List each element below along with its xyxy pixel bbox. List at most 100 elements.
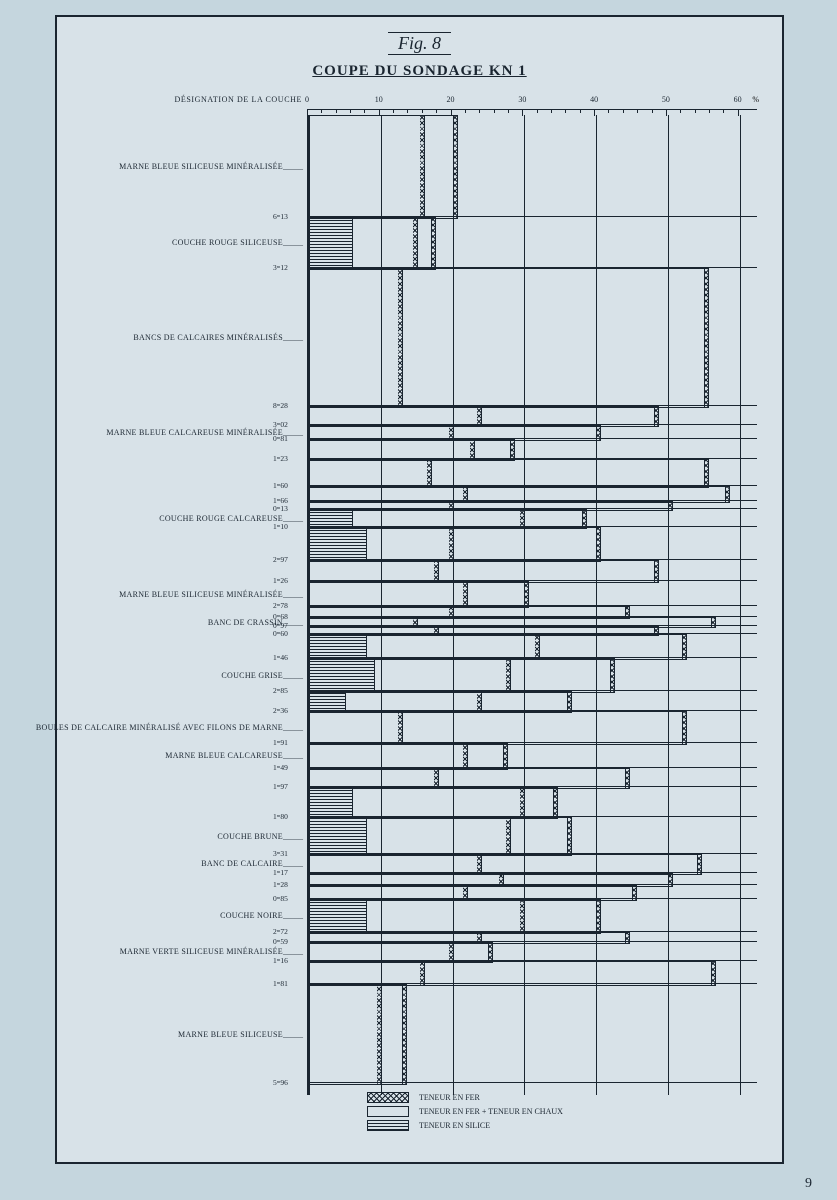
- bar-ferchaux: [309, 711, 683, 745]
- depth-label: 3ᵐ31: [273, 849, 288, 858]
- bar-edge-hatch: [503, 743, 508, 770]
- bar-edge-hatch: [596, 527, 601, 562]
- layer-row: 2ᵐ78: [309, 581, 757, 606]
- bar-edge-hatch: [625, 768, 630, 790]
- layer-row: 3ᵐ02: [309, 406, 757, 426]
- layer-label: MARNE BLEUE SILICEUSE MINÉRALISÉE_ _ _ _…: [119, 590, 302, 599]
- bar-ferchaux: [309, 768, 626, 790]
- figure-title: COUPE DU SONDAGE KN 1: [67, 63, 772, 80]
- legend-label: TENEUR EN FER: [419, 1093, 480, 1102]
- plot-area: 6ᵐ133ᵐ128ᵐ283ᵐ020ᵐ811ᵐ231ᵐ601ᵐ660ᵐ131ᵐ10…: [307, 115, 757, 1095]
- bar-edge-hatch: [596, 899, 601, 934]
- bar-fer: [520, 787, 525, 819]
- depth-label: 1ᵐ46: [273, 653, 288, 662]
- layer-row: 1ᵐ10: [309, 509, 757, 527]
- swatch-sil: [367, 1120, 409, 1131]
- layer-row: 1ᵐ28: [309, 873, 757, 885]
- axis-tick: 20: [447, 95, 455, 104]
- axis-tick: 60: [734, 95, 742, 104]
- legend-label: TENEUR EN FER + TENEUR EN CHAUX: [419, 1107, 563, 1116]
- layer-row: 2ᵐ97: [309, 527, 757, 560]
- page-number: 9: [805, 1176, 812, 1192]
- figure-frame: Fig. 8 COUPE DU SONDAGE KN 1 DÉSIGNATION…: [55, 15, 784, 1164]
- layer-row: 1ᵐ91: [309, 711, 757, 743]
- layer-row: 1ᵐ80: [309, 787, 757, 817]
- depth-label: 1ᵐ17: [273, 868, 288, 877]
- bar-fer: [506, 817, 511, 855]
- layer-row: 1ᵐ49: [309, 743, 757, 768]
- bar-edge-hatch: [610, 658, 615, 693]
- layer-row: 1ᵐ81: [309, 961, 757, 984]
- bars-column: % 0102030405060 6ᵐ133ᵐ128ᵐ283ᵐ020ᵐ811ᵐ23…: [307, 95, 757, 1095]
- depth-label: 1ᵐ49: [273, 763, 288, 772]
- layer-row: 0ᵐ13: [309, 501, 757, 509]
- legend-item-ferchaux: TENEUR EN FER + TENEUR EN CHAUX: [367, 1106, 563, 1117]
- legend-label: TENEUR EN SILICE: [419, 1121, 490, 1130]
- bar-ferchaux: [309, 268, 705, 407]
- bar-edge-hatch: [402, 984, 407, 1085]
- layer-row: 2ᵐ72: [309, 899, 757, 932]
- bar-edge-hatch: [704, 459, 709, 488]
- depth-label: 3ᵐ12: [273, 263, 288, 272]
- depth-label: 8ᵐ28: [273, 401, 288, 410]
- layer-row: 0ᵐ81: [309, 425, 757, 438]
- layer-row: 5ᵐ96: [309, 984, 757, 1083]
- depth-label: 1ᵐ10: [273, 522, 288, 531]
- bar-edge-hatch: [654, 560, 659, 583]
- layer-row: 3ᵐ12: [309, 217, 757, 269]
- layer-row: 2ᵐ36: [309, 691, 757, 711]
- axis-tick: 30: [518, 95, 526, 104]
- bar-edge-hatch: [711, 961, 716, 986]
- bar-edge-hatch: [682, 634, 687, 660]
- bar-silice: [309, 658, 375, 693]
- bar-fer: [535, 634, 540, 660]
- bar-ferchaux: [309, 459, 705, 488]
- bar-fer: [420, 115, 425, 219]
- bar-edge-hatch: [488, 942, 493, 963]
- axis-tick: 0: [305, 95, 309, 104]
- bar-fer: [420, 961, 425, 986]
- legend-item-fer: TENEUR EN FER: [367, 1092, 563, 1103]
- depth-label: 1ᵐ23: [273, 454, 288, 463]
- layer-label: MARNE BLEUE SILICEUSE_ _ _ _ _: [178, 1030, 302, 1039]
- layer-row: 0ᵐ59: [309, 932, 757, 942]
- bar-fer: [463, 581, 468, 608]
- layer-row: 1ᵐ23: [309, 439, 757, 459]
- bar-fer: [434, 560, 439, 583]
- layer-row: 0ᵐ68: [309, 606, 757, 617]
- bar-edge-hatch: [431, 217, 436, 271]
- legend: TENEUR EN FER TENEUR EN FER + TENEUR EN …: [367, 1089, 563, 1134]
- bar-edge-hatch: [453, 115, 458, 219]
- depth-label: 1ᵐ81: [273, 979, 288, 988]
- layer-label: MARNE BLEUE CALCAREUSE_ _ _ _ _: [165, 751, 302, 760]
- axis-unit: %: [752, 95, 759, 104]
- bar-edge-hatch: [697, 854, 702, 875]
- bar-silice: [309, 787, 353, 819]
- bar-silice: [309, 691, 346, 713]
- bar-fer: [449, 942, 454, 963]
- layer-label: BANC DE CALCAIRE_ _ _ _ _: [201, 859, 302, 868]
- layer-label: COUCHE ROUGE SILICEUSE_ _ _ _ _: [172, 238, 302, 247]
- bar-edge-hatch: [582, 509, 587, 529]
- layer-label: BOULES DE CALCAIRE MINÉRALISÉ AVEC FILON…: [36, 723, 302, 732]
- layer-label: COUCHE BRUNE_ _ _ _ _: [217, 832, 302, 841]
- bar-silice: [309, 899, 367, 934]
- depth-label: 0ᵐ13: [273, 504, 288, 513]
- column-header: DÉSIGNATION DE LA COUCHE: [174, 95, 302, 104]
- bar-ferchaux: [309, 961, 712, 986]
- bar-edge-hatch: [510, 439, 515, 461]
- depth-label: 3ᵐ02: [273, 420, 288, 429]
- bar-fer: [398, 711, 403, 745]
- bar-ferchaux: [309, 439, 511, 461]
- depth-label: 0ᵐ60: [273, 629, 288, 638]
- layer-row: 1ᵐ16: [309, 942, 757, 961]
- depth-label: 1ᵐ28: [273, 880, 288, 889]
- depth-label: 2ᵐ36: [273, 706, 288, 715]
- bar-fer: [463, 743, 468, 770]
- bar-fer: [470, 439, 475, 461]
- swatch-ferchaux: [367, 1106, 409, 1117]
- bar-silice: [309, 817, 367, 855]
- bar-fer: [398, 268, 403, 407]
- layer-row: 1ᵐ26: [309, 560, 757, 581]
- bar-ferchaux: [309, 115, 454, 219]
